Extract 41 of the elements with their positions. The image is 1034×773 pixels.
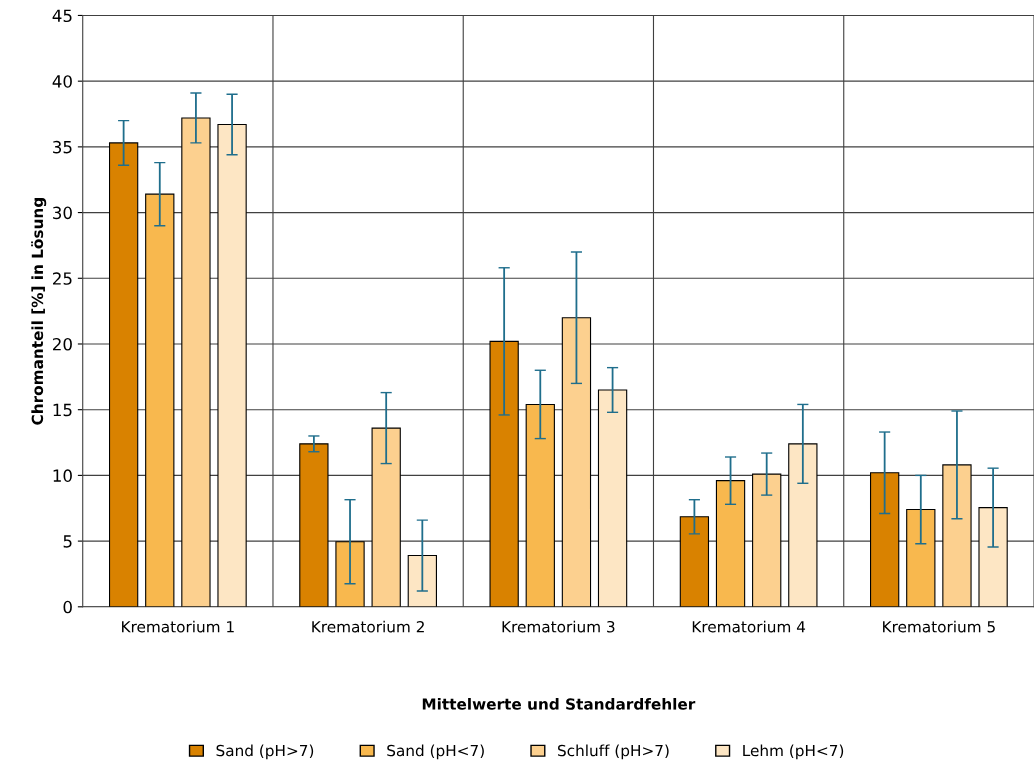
x-tick-label: Krematorium 4 <box>692 620 806 633</box>
legend-label: Schluff (pH>7) <box>558 744 669 760</box>
bar <box>978 507 1008 607</box>
bar <box>597 389 628 607</box>
bar <box>525 403 555 607</box>
y-axis-title: Chromanteil [%] in Lösung <box>31 198 47 425</box>
bar <box>489 340 519 607</box>
bar <box>181 117 211 607</box>
y-tick-label: 20 <box>53 337 72 351</box>
bar <box>869 472 900 607</box>
y-tick-label: 0 <box>63 600 72 614</box>
y-tick-label: 45 <box>52 9 72 23</box>
bar <box>299 443 329 607</box>
x-axis-title: Mittelwerte und Standardfehler <box>422 697 696 710</box>
legend-label: Sand (pH>7) <box>216 744 314 760</box>
y-tick-label: 25 <box>53 272 72 285</box>
x-tick-label: Krematorium 1 <box>122 620 234 633</box>
legend-label: Sand (pH<7) <box>387 744 484 760</box>
bar <box>217 123 247 607</box>
y-tick-label: 10 <box>53 469 72 482</box>
bar <box>788 443 818 607</box>
bar <box>407 555 437 607</box>
bar <box>145 193 175 607</box>
bar <box>906 509 936 607</box>
x-tick-label: Krematorium 5 <box>883 620 995 633</box>
bar <box>108 142 139 607</box>
x-tick-label: Krematorium 2 <box>312 620 424 633</box>
y-tick-label: 15 <box>53 403 72 417</box>
y-tick-label: 40 <box>52 75 72 88</box>
bar <box>371 427 401 607</box>
legend-label: Lehm (pH<7) <box>743 744 844 760</box>
bar <box>335 541 365 607</box>
bar <box>561 317 592 607</box>
y-tick-label: 5 <box>63 535 72 548</box>
bar <box>752 473 782 607</box>
x-tick-label: Krematorium 3 <box>502 620 615 633</box>
y-tick-label: 30 <box>53 206 72 220</box>
bar <box>679 516 710 607</box>
bar <box>715 480 746 607</box>
y-tick-label: 35 <box>53 140 72 154</box>
bar <box>942 464 972 607</box>
